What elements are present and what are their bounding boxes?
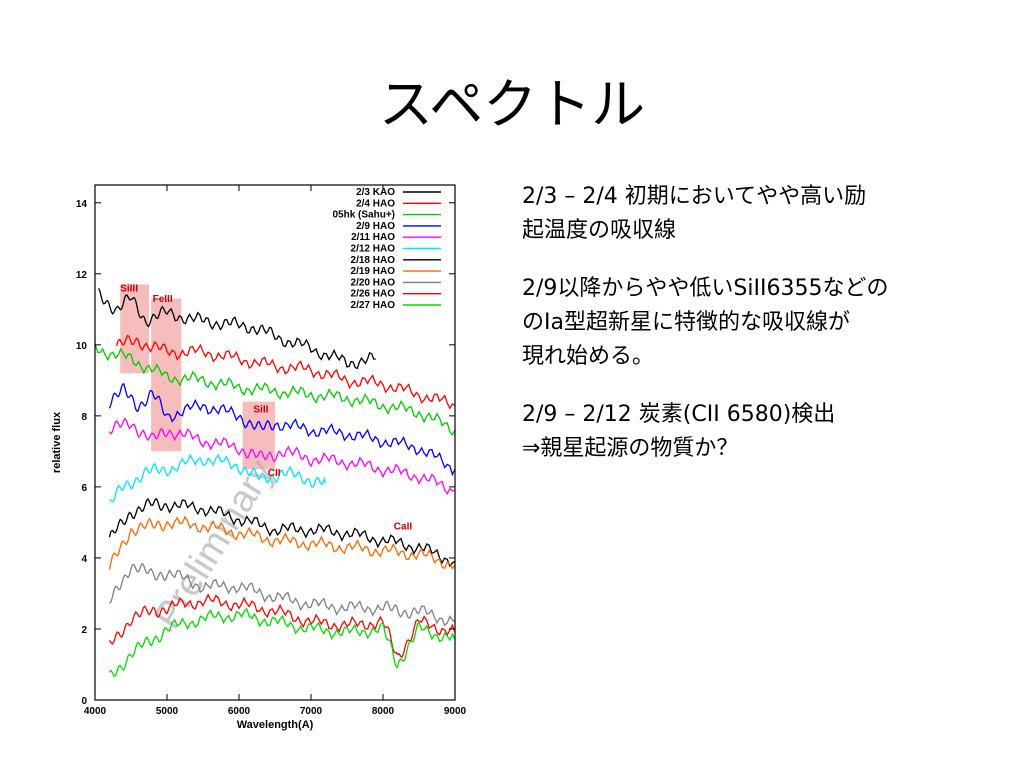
series-line bbox=[108, 593, 456, 659]
series-line bbox=[115, 334, 456, 410]
annotation-label: CaII bbox=[394, 522, 413, 533]
bullet-line: 2/3 – 2/4 初期においてやや高い励 bbox=[522, 184, 867, 209]
slide-title: スペクトル bbox=[378, 73, 646, 136]
y-tick-label: 14 bbox=[76, 199, 88, 210]
legend-label: 2/19 HAO bbox=[351, 266, 396, 277]
legend-label: 2/26 HAO bbox=[351, 289, 396, 300]
series-line bbox=[108, 515, 456, 570]
y-tick-label: 10 bbox=[76, 341, 88, 352]
bullet-carbon-detection: 2/9 – 2/12 炭素(CII 6580)検出 ⇒親星起源の物質か？ bbox=[522, 398, 962, 466]
legend-label: 2/12 HAO bbox=[351, 244, 396, 255]
series-line bbox=[109, 453, 327, 503]
x-tick-label: 8000 bbox=[372, 706, 395, 717]
bullet-line: 起温度の吸収線 bbox=[522, 218, 677, 243]
x-tick-label: 9000 bbox=[444, 706, 467, 717]
series-line bbox=[98, 288, 376, 370]
bullet-line: ⇒親星起源の物質か？ bbox=[522, 436, 739, 461]
y-tick-label: 4 bbox=[81, 554, 87, 565]
y-tick-label: 6 bbox=[81, 483, 87, 494]
legend-label: 2/18 HAO bbox=[351, 255, 396, 266]
y-tick-label: 2 bbox=[81, 625, 87, 636]
series-line bbox=[108, 417, 456, 495]
annotation-label: SiII bbox=[253, 404, 268, 415]
bullet-line: 2/9 – 2/12 炭素(CII 6580)検出 bbox=[522, 402, 836, 427]
spectrum-chart: Preliminary 4000 5000 6000 7000 8000 9000 0 2 4 6 8… bbox=[40, 170, 480, 740]
legend-label: 2/3 KAO bbox=[356, 187, 395, 198]
highlight-band bbox=[151, 298, 182, 452]
annotation-label: CII bbox=[268, 468, 281, 479]
annotation-label: FeIII bbox=[153, 294, 173, 305]
series-line bbox=[108, 383, 456, 477]
x-tick-label: 7000 bbox=[300, 706, 323, 717]
x-tick-label: 6000 bbox=[228, 706, 251, 717]
series-line bbox=[94, 343, 456, 437]
legend-label: 2/9 HAO bbox=[356, 221, 395, 232]
series-line bbox=[108, 607, 456, 677]
series-line bbox=[108, 563, 456, 627]
y-tick-label: 8 bbox=[81, 412, 87, 423]
x-tick-label: 5000 bbox=[156, 706, 179, 717]
x-axis-label: Wavelength(A) bbox=[237, 719, 314, 731]
y-tick-label: 12 bbox=[76, 270, 88, 281]
bullet-line: 現れ始める。 bbox=[522, 344, 655, 369]
bullet-list: 2/3 – 2/4 初期においてやや高い励 起温度の吸収線 2/9以降からやや低… bbox=[522, 180, 962, 490]
bullet-line: のIa型超新星に特徴的な吸収線が bbox=[522, 310, 850, 335]
legend-label: 2/11 HAO bbox=[351, 232, 395, 243]
x-tick-label: 4000 bbox=[84, 706, 107, 717]
y-axis-label: relative flux bbox=[51, 411, 63, 473]
series-line bbox=[108, 497, 456, 568]
legend-label: 2/4 HAO bbox=[356, 198, 395, 209]
legend-label: 2/20 HAO bbox=[351, 277, 396, 288]
legend-label: 2/27 HAO bbox=[351, 300, 396, 311]
legend-label: 05hk (Sahu+) bbox=[332, 210, 395, 221]
bullet-early-absorption: 2/3 – 2/4 初期においてやや高い励 起温度の吸収線 bbox=[522, 180, 962, 248]
bullet-siII-lines: 2/9以降からやや低いSiII6355などの のIa型超新星に特徴的な吸収線が … bbox=[522, 272, 962, 374]
bullet-line: 2/9以降からやや低いSiII6355などの bbox=[522, 276, 889, 301]
y-tick-label: 0 bbox=[81, 696, 87, 707]
plot-frame bbox=[94, 184, 456, 701]
annotation-label: SiIII bbox=[120, 284, 138, 295]
